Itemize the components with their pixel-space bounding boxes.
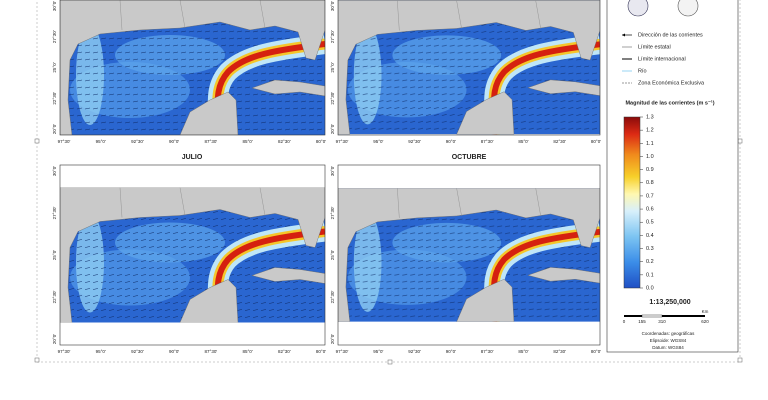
panel-title: OCTUBRE (452, 154, 487, 161)
lon-label: 95°0' (96, 139, 106, 144)
lat-label: 22°30' (330, 291, 335, 304)
lon-label: 87°30' (205, 349, 218, 354)
map-panel (60, 188, 325, 323)
lat-label: 25°0' (330, 250, 335, 260)
coords-note: Elipsoide: WGS84 (650, 338, 687, 343)
lon-label: 92°30' (131, 139, 144, 144)
lon-label: 90°0' (446, 139, 456, 144)
lon-label: 95°0' (96, 349, 106, 354)
scale-bar (624, 314, 705, 318)
lon-label: 82°30' (553, 349, 566, 354)
lat-label: 20°0' (330, 334, 335, 344)
map-panel (60, 0, 325, 135)
colorbar-tick-label: 1.3 (646, 114, 654, 120)
scale-tick-label: 0 (623, 319, 626, 324)
lat-label: 22°30' (52, 291, 57, 304)
colorbar-tick-label: 0.2 (646, 259, 654, 265)
selection-frame (36, 0, 741, 363)
lat-label: 30°0' (52, 166, 57, 176)
lon-label: 87°30' (481, 349, 494, 354)
lon-label: 95°0' (373, 349, 383, 354)
lon-label: 82°30' (278, 349, 291, 354)
lon-label: 80°0' (591, 349, 601, 354)
lat-label: 20°0' (52, 334, 57, 344)
lon-label: 90°0' (446, 349, 456, 354)
lat-label: 30°0' (52, 1, 57, 11)
lon-label: 80°0' (316, 139, 326, 144)
scale-unit: Km (702, 309, 709, 314)
lat-label: 25°0' (52, 62, 57, 72)
logo (627, 0, 649, 17)
panel-title: JULIO (182, 154, 203, 161)
colorbar-tick-label: 1.1 (646, 141, 654, 147)
lon-label: 90°0' (169, 349, 179, 354)
legend-item: Límite estatal (638, 44, 671, 50)
lat-label: 27°30' (330, 30, 335, 43)
lat-label: 27°30' (330, 207, 335, 220)
lon-label: 85°0' (518, 349, 528, 354)
colorbar-tick-label: 0.3 (646, 246, 654, 252)
lat-label: 25°0' (52, 250, 57, 260)
lat-label: 22°30' (52, 92, 57, 105)
coords-note: Coordenadas: geográficas (642, 331, 696, 336)
lon-label: 97°30' (336, 139, 349, 144)
colorbar-title: Magnitud de las corrientes (m s⁻¹) (625, 99, 714, 106)
lat-label: 27°30' (52, 30, 57, 43)
lon-label: 97°30' (58, 139, 71, 144)
lon-label: 95°0' (373, 139, 383, 144)
colorbar-tick-label: 0.0 (646, 285, 654, 291)
colorbar-tick-label: 1.2 (646, 128, 654, 134)
lon-label: 85°0' (518, 139, 528, 144)
colorbar-tick-label: 0.9 (646, 167, 654, 173)
lon-label: 97°30' (58, 349, 71, 354)
colorbar-tick-label: 1.0 (646, 154, 654, 160)
lon-label: 92°30' (408, 349, 421, 354)
logo (677, 0, 699, 17)
map-panel (338, 188, 600, 321)
lat-label: 20°0' (330, 124, 335, 134)
colorbar-tick-label: 0.1 (646, 272, 654, 278)
lon-label: 97°30' (336, 349, 349, 354)
legend-item: Río (638, 68, 647, 74)
lon-label: 82°30' (553, 139, 566, 144)
lat-label: 25°0' (330, 62, 335, 72)
coords-note: Datum: WGS84 (652, 345, 684, 350)
lat-label: 22°30' (330, 92, 335, 105)
map-panel (338, 1, 600, 134)
lon-label: 80°0' (316, 349, 326, 354)
lon-label: 85°0' (242, 349, 252, 354)
lon-label: 85°0' (242, 139, 252, 144)
legend-item: Zona Económica Exclusiva (638, 80, 705, 86)
legend-item: Límite internacional (638, 56, 686, 62)
colorbar-tick-label: 0.7 (646, 193, 654, 199)
legend-symbols (622, 33, 632, 84)
lon-label: 92°30' (408, 139, 421, 144)
colorbar-tick-label: 0.8 (646, 180, 654, 186)
colorbar (623, 116, 641, 289)
lon-label: 80°0' (591, 139, 601, 144)
scale-tick-label: 620 (701, 319, 709, 324)
scale-ratio: 1:13,250,000 (649, 299, 690, 306)
colorbar-tick-label: 0.5 (646, 220, 654, 226)
lon-label: 87°30' (205, 139, 218, 144)
lat-label: 30°0' (330, 1, 335, 11)
lat-label: 27°30' (52, 207, 57, 220)
lon-label: 87°30' (481, 139, 494, 144)
lat-label: 20°0' (52, 124, 57, 134)
scale-tick-label: 310 (658, 319, 666, 324)
legend-item: Dirección de las corrientes (638, 32, 703, 38)
handles (34, 138, 743, 365)
lon-label: 90°0' (169, 139, 179, 144)
scale-tick-label: 155 (638, 319, 646, 324)
colorbar-tick-label: 0.6 (646, 207, 654, 213)
lon-label: 92°30' (131, 349, 144, 354)
lon-label: 82°30' (278, 139, 291, 144)
colorbar-tick-label: 0.4 (646, 233, 654, 239)
lat-label: 30°0' (330, 166, 335, 176)
panel-frames (59, 0, 601, 346)
